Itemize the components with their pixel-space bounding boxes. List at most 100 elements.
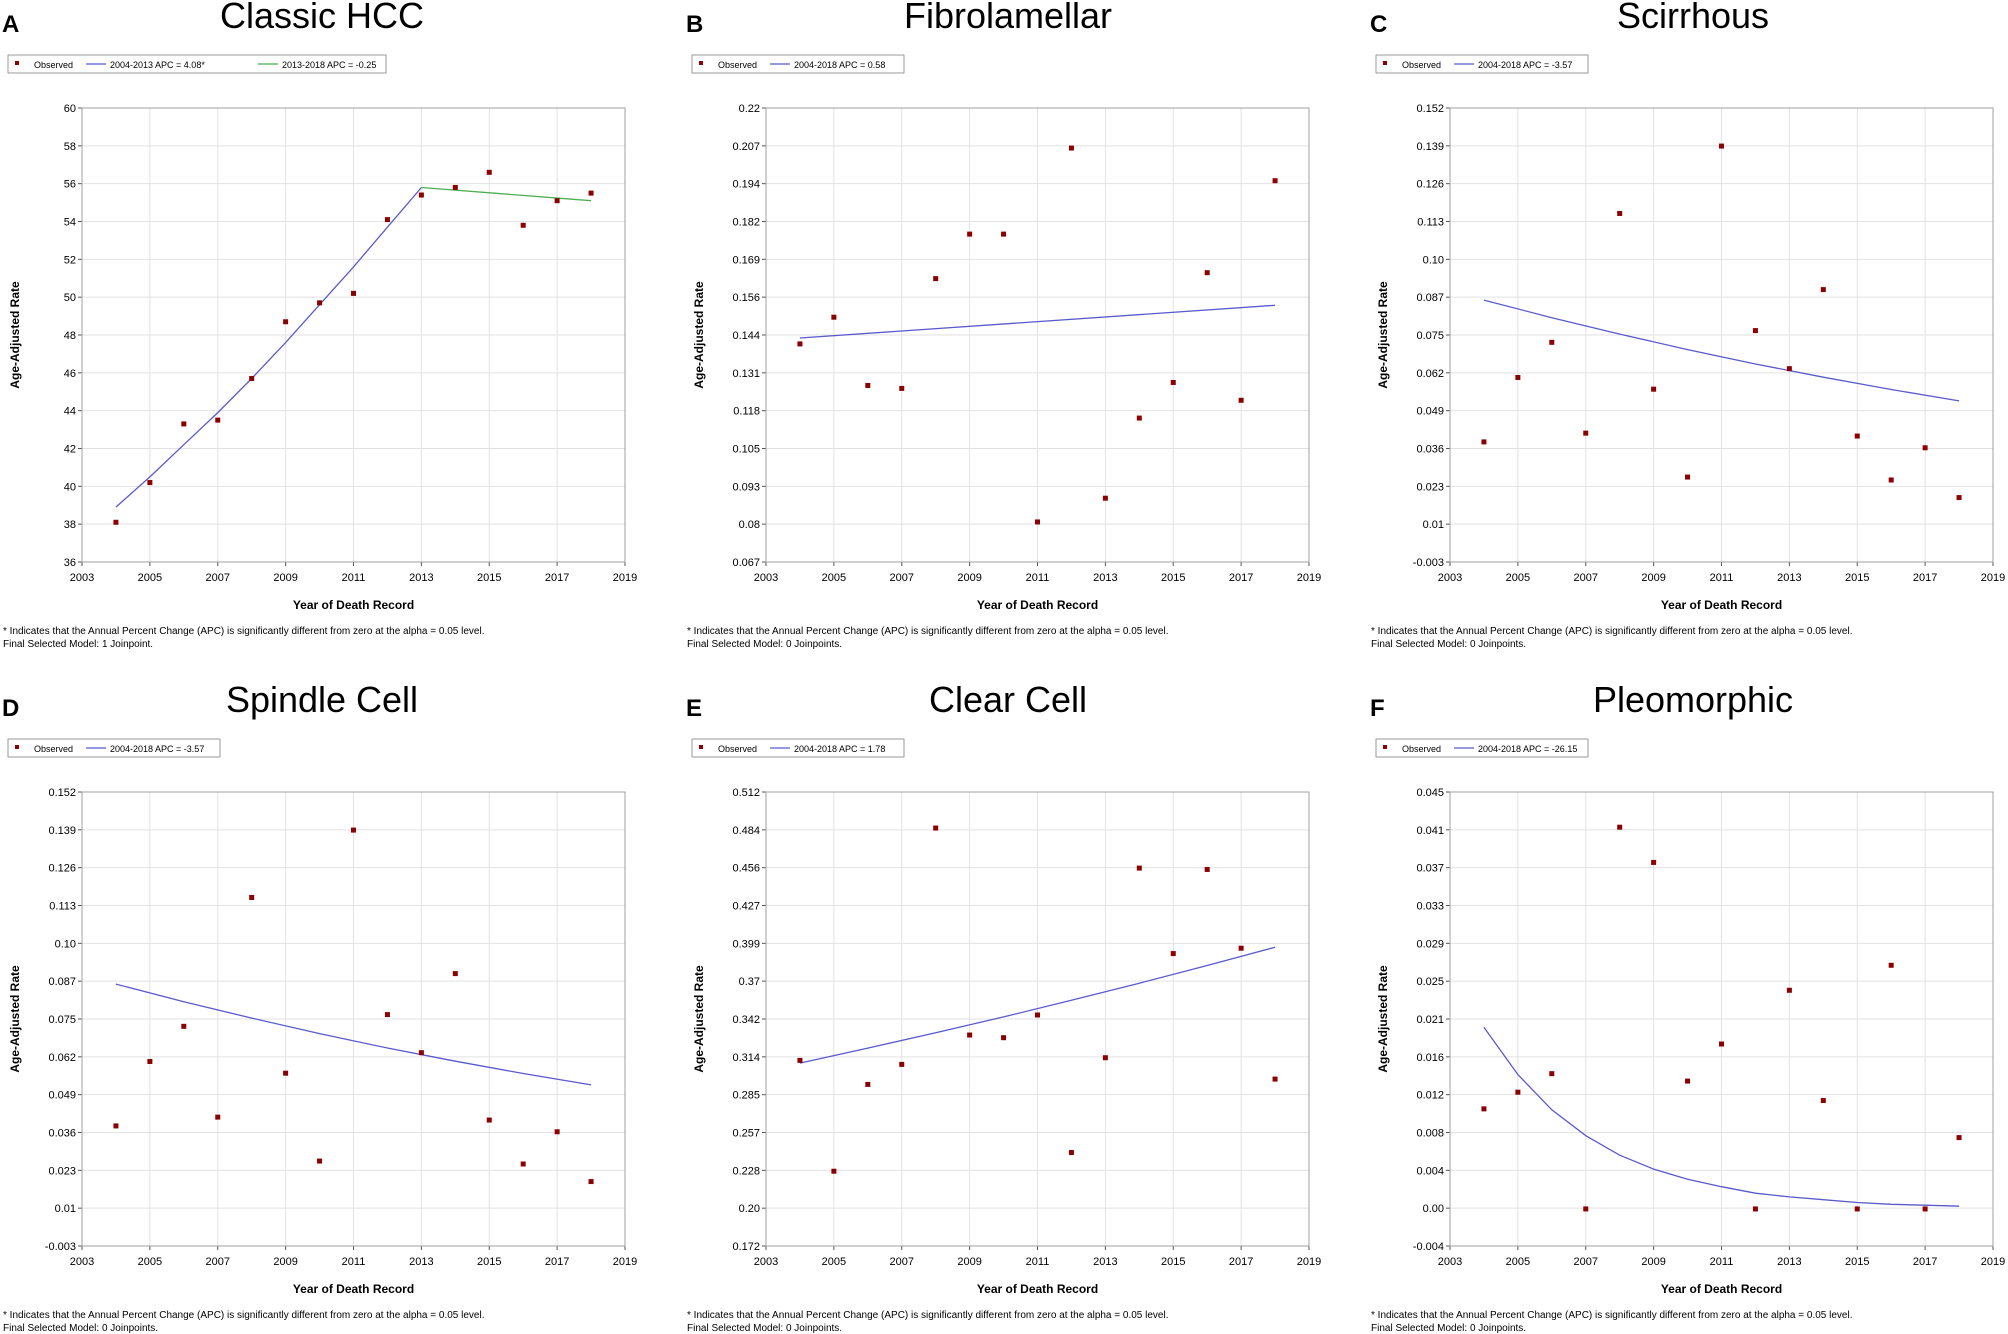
observed-point (831, 314, 837, 320)
trend-line-1 (1483, 1026, 1960, 1207)
x-tick-label: 2011 (342, 572, 366, 584)
x-tick-label: 2017 (545, 572, 569, 584)
x-tick-label: 2019 (613, 572, 637, 584)
y-tick-label: 38 (64, 519, 76, 531)
x-tick-label: 2009 (1641, 572, 1665, 584)
observed-point (1786, 366, 1792, 372)
observed-point (797, 341, 803, 347)
observed-point (1719, 1041, 1724, 1047)
observed-point (317, 300, 323, 306)
footnote-model: Final Selected Model: 0 Joinpoints. (1371, 1323, 1526, 1334)
observed-point (1170, 951, 1176, 957)
y-tick-label: 0.10 (1423, 254, 1444, 266)
y-tick-label: 48 (64, 330, 76, 342)
y-tick-label: 0.08 (739, 519, 760, 531)
y-tick-label: 0.041 (1416, 825, 1444, 837)
legend-series-label: 2004-2018 APC = -26.15 (1478, 744, 1577, 754)
y-tick-label: 0.257 (732, 1128, 760, 1140)
x-tick-label: 2007 (890, 1256, 914, 1268)
x-tick-label: 2013 (1093, 1256, 1117, 1268)
x-tick-label: 2003 (754, 1256, 778, 1268)
panel-c: C Scirrhous Observed 2004-2018 APC = -3.57 -… (1370, 0, 2005, 650)
footnote-apc: * Indicates that the Annual Percent Chan… (1371, 1310, 1852, 1321)
panel-letter: B (686, 11, 703, 38)
y-tick-label: 0.207 (732, 141, 760, 153)
y-tick-label: 0.113 (1417, 217, 1444, 229)
legend-observed-label: Observed (718, 60, 757, 70)
y-tick-label: -0.004 (1413, 1241, 1444, 1253)
legend-observed-marker (1383, 745, 1387, 749)
observed-point (1719, 143, 1724, 149)
legend: Observed 2004-2018 APC = -3.57 (1375, 54, 1589, 74)
trend-line-1 (1483, 299, 1960, 402)
x-tick-label: 2019 (1981, 572, 2005, 584)
y-tick-label: 0.012 (1416, 1090, 1444, 1102)
x-tick-label: 2015 (1161, 1256, 1185, 1268)
chart-title: Spindle Cell (226, 679, 418, 720)
y-tick-label: 0.023 (1416, 481, 1444, 493)
x-tick-label: 2011 (1710, 572, 1734, 584)
observed-point (283, 319, 289, 325)
observed-point (1204, 866, 1210, 872)
observed-point (1956, 1135, 1962, 1141)
observed-point (1068, 1150, 1074, 1156)
observed-point (1617, 824, 1623, 830)
y-axis-label: Age-Adjusted Rate (8, 281, 22, 389)
observed-point (249, 376, 255, 382)
plot-frame (765, 107, 1310, 563)
observed-point (452, 971, 458, 977)
x-axis-label: Year of Death Record (293, 1282, 414, 1296)
y-tick-label: 0.152 (48, 787, 76, 799)
x-tick-label: 2005 (822, 1256, 846, 1268)
x-tick-label: 2009 (273, 1256, 297, 1268)
y-tick-label: 0.049 (48, 1090, 76, 1102)
y-tick-label: 0.062 (1416, 368, 1444, 380)
legend-box (7, 738, 221, 758)
x-tick-label: 2005 (1506, 1256, 1530, 1268)
observed-point (1204, 270, 1210, 276)
x-tick-label: 2011 (342, 1256, 366, 1268)
observed-point (520, 1161, 526, 1167)
footnote-apc: * Indicates that the Annual Percent Chan… (687, 1310, 1168, 1321)
y-tick-label: 0.172 (732, 1241, 760, 1253)
x-tick-label: 2015 (477, 572, 501, 584)
panel-letter: F (1370, 695, 1385, 722)
panel-e: E Clear Cell Observed 2004-2018 APC = 1.78 0… (686, 679, 1321, 1334)
y-tick-label: 0.016 (1416, 1052, 1444, 1064)
x-tick-label: 2007 (206, 1256, 230, 1268)
observed-point (452, 184, 458, 190)
y-tick-label: 0.067 (732, 557, 760, 569)
legend-observed-label: Observed (34, 60, 73, 70)
y-tick-label: 0.093 (732, 481, 760, 493)
x-axis-label: Year of Death Record (1661, 1282, 1782, 1296)
x-tick-label: 2013 (1777, 1256, 1801, 1268)
y-tick-label: 60 (64, 103, 76, 115)
x-tick-label: 2007 (1574, 1256, 1598, 1268)
x-axis-label: Year of Death Record (1661, 598, 1782, 612)
y-tick-label: 0.126 (1416, 179, 1444, 191)
y-tick-label: 0.314 (732, 1052, 760, 1064)
observed-point (1515, 1089, 1521, 1095)
y-tick-label: 0.087 (1416, 292, 1444, 304)
footnote-model: Final Selected Model: 0 Joinpoints. (687, 1323, 842, 1334)
y-tick-label: 0.20 (739, 1203, 760, 1215)
legend-observed-marker (1383, 61, 1387, 65)
observed-point (899, 385, 905, 391)
y-tick-label: 0.182 (732, 217, 760, 229)
y-tick-label: 46 (64, 368, 76, 380)
y-tick-label: -0.003 (1413, 557, 1444, 569)
observed-point (215, 417, 221, 423)
y-tick-label: 58 (64, 141, 76, 153)
observed-point (147, 480, 153, 486)
observed-point (865, 1081, 871, 1087)
legend: Observed 2004-2018 APC = -3.57 (7, 738, 221, 758)
y-tick-label: 0.139 (48, 825, 76, 837)
observed-point (933, 276, 939, 282)
y-tick-label: 0.456 (732, 863, 760, 875)
y-axis-label: Age-Adjusted Rate (692, 281, 706, 389)
x-tick-label: 2003 (70, 1256, 94, 1268)
observed-point (1001, 231, 1007, 237)
observed-point (1820, 287, 1826, 293)
panel-letter: D (2, 695, 19, 722)
footnote-model: Final Selected Model: 1 Joinpoint. (3, 639, 153, 650)
